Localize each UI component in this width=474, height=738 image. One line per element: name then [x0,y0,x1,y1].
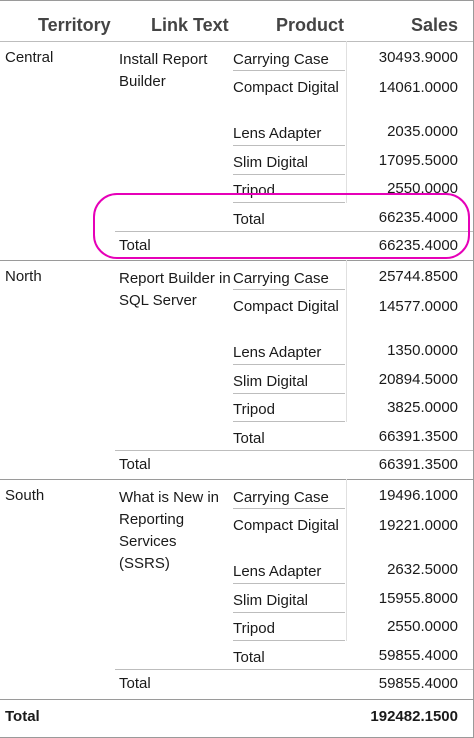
subtotal-sales: 66391.3500 [378,428,458,445]
product-name: Compact Digital [233,298,339,315]
link-text-cell[interactable]: What is New in Reporting Services (SSRS) [119,489,220,572]
product-name: Carrying Case [233,489,329,506]
header-link-text: Link Text [151,15,229,35]
product-name: Carrying Case [233,270,329,287]
grand-total-label: Total [5,708,40,725]
link-text-cell[interactable]: Report Builder in SQL Server [119,270,231,309]
header-product: Product [276,15,345,35]
product-name: Slim Digital [233,592,309,609]
product-name: Tripod [233,182,275,199]
territory-group-central: Central Install Report Builder Carrying … [0,41,473,260]
product-sales: 19496.1000 [378,487,458,504]
product-name: Carrying Case [233,51,329,68]
product-sales: 25744.8500 [378,268,458,285]
product-sales: 17095.5000 [378,152,458,169]
subtotal-label: Total [233,211,265,228]
subtotal-sales: 66235.4000 [378,209,458,226]
subtotal-label: Total [233,649,265,666]
product-sales: 14061.0000 [378,79,458,96]
product-sales: 2035.0000 [387,123,458,140]
territory-cell: North [5,268,42,285]
product-sales: 19221.0000 [378,517,458,534]
product-sales: 1350.0000 [387,342,458,359]
product-name: Compact Digital [233,517,339,534]
product-name: Lens Adapter [233,563,322,580]
link-total-sales: 66235.4000 [378,237,458,254]
product-name: Compact Digital [233,79,339,96]
link-text-cell[interactable]: Install Report Builder [119,51,208,90]
link-total-label: Total [119,237,151,254]
product-sales: 30493.9000 [378,49,458,66]
territory-group-south: South What is New in Reporting Services … [0,479,473,699]
table-header: Territory Link Text Product Sales [0,1,473,42]
product-sales: 2550.0000 [387,618,458,635]
product-name: Lens Adapter [233,344,322,361]
product-name: Tripod [233,620,275,637]
product-sales: 2550.0000 [387,180,458,197]
territory-group-north: North Report Builder in SQL Server Carry… [0,260,473,479]
header-territory: Territory [38,15,111,35]
subtotal-label: Total [233,430,265,447]
product-name: Slim Digital [233,373,309,390]
product-name: Tripod [233,401,275,418]
link-total-sales: 59855.4000 [378,675,458,692]
product-sales: 2632.5000 [387,561,458,578]
territory-cell: South [5,487,45,504]
grand-total-row: Total 192482.1500 [0,699,473,738]
header-sales: Sales [410,15,458,35]
product-name: Lens Adapter [233,125,322,142]
subtotal-sales: 59855.4000 [378,647,458,664]
link-total-label: Total [119,456,151,473]
product-sales: 14577.0000 [378,298,458,315]
territory-cell: Central [5,49,54,66]
product-sales: 3825.0000 [387,399,458,416]
product-sales: 15955.8000 [378,590,458,607]
product-name: Slim Digital [233,154,309,171]
link-total-label: Total [119,675,151,692]
grand-total-sales: 192482.1500 [370,708,458,725]
link-total-sales: 66391.3500 [378,456,458,473]
product-sales: 20894.5000 [378,371,458,388]
